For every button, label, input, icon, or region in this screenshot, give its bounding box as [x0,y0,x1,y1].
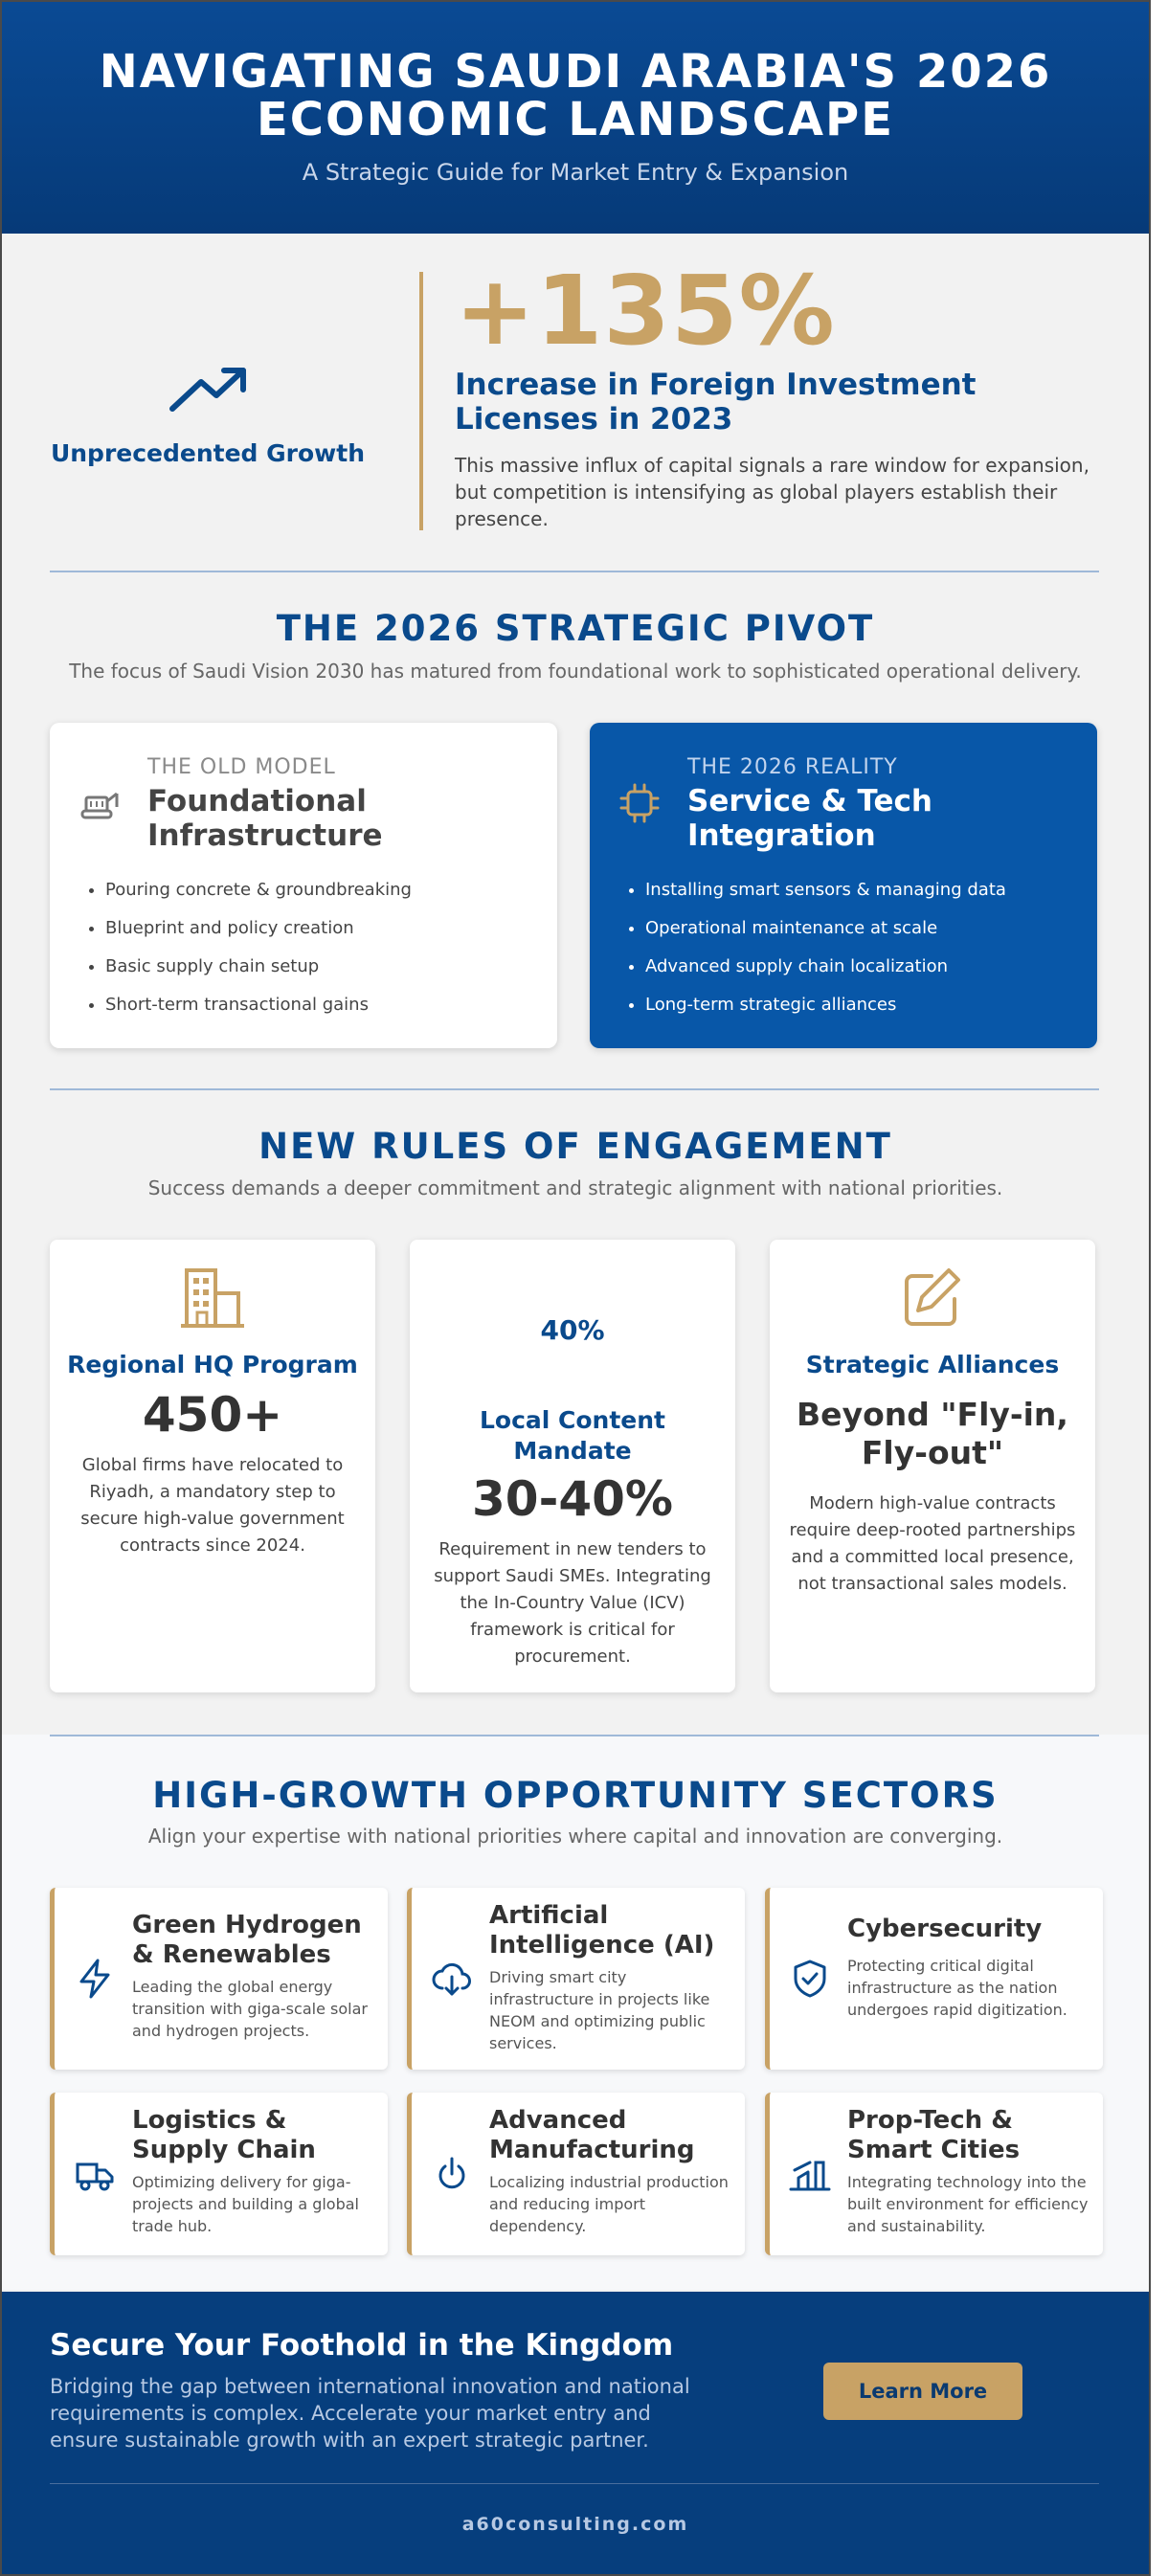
sector-description: Driving smart city infrastructure in pro… [489,1968,710,2052]
list-item: Blueprint and policy creation [105,909,412,948]
growth-left: Unprecedented Growth [50,363,366,467]
sector-title: Prop-Tech & Smart Cities [847,2106,1021,2164]
new-model-title: Service & Tech Integration [687,784,932,853]
sector-tile-ai: Artificial Intelligence (AI) Driving sma… [407,1888,745,2070]
city-icon [789,2161,831,2191]
sector-title: Artificial Intelligence (AI) [489,1901,715,1960]
rule-card-title: Local Content Mandate [479,1406,666,1465]
footer-heading: Secure Your Foothold in the Kingdom [50,2328,674,2363]
sector-description: Leading the global energy transition wit… [132,1978,368,2040]
rule-card-description: Global firms have relocated to Riyadh, a… [80,1455,345,1556]
list-item: Advanced supply chain localization [645,948,1006,986]
lightning-icon [79,1959,110,1999]
pivot-subtitle: The focus of Saudi Vision 2030 has matur… [69,660,1082,683]
old-model-card: THE OLD MODEL Foundational Infrastructur… [50,723,557,1048]
rules-title: NEW RULES OF ENGAGEMENT [258,1126,892,1167]
sector-tile-hydrogen: Green Hydrogen & Renewables Leading the … [50,1888,388,2070]
pivot-title: THE 2026 STRATEGIC PIVOT [276,608,875,649]
power-icon [438,2157,465,2189]
rules-subtitle: Success demands a deeper commitment and … [147,1176,1003,1199]
footer-website-link[interactable]: a60consulting.com [461,2514,689,2535]
page-title-line2: ECONOMIC LANDSCAPE [256,93,895,146]
rule-card-title: Regional HQ Program [67,1351,358,1378]
shield-check-icon [794,1960,826,1998]
growth-headline: Increase in Foreign Investment Licenses … [455,368,977,437]
new-model-kicker: THE 2026 REALITY [687,755,898,779]
cloud-download-icon [432,1962,471,1996]
excavator-icon [80,792,119,819]
page-title-line1: NAVIGATING SAUDI ARABIA'S 2026 [99,45,1052,99]
sector-description: Protecting critical digital infrastructu… [847,1957,1067,2019]
rule-card-stat: Beyond "Fly-in, Fly-out" [797,1396,1068,1471]
rule-card-description: Requirement in new tenders to support Sa… [434,1539,711,1667]
pencil-square-icon [905,1268,960,1326]
list-item: Installing smart sensors & managing data [645,871,1006,909]
sector-title: Cybersecurity [847,1915,1043,1943]
list-item: Short-term transactional gains [105,986,412,1024]
list-item: Pouring concrete & groundbreaking [105,871,412,909]
sector-tile-proptech: Prop-Tech & Smart Cities Integrating tec… [765,2093,1103,2255]
page-subtitle: A Strategic Guide for Market Entry & Exp… [302,159,849,186]
footer-cta: Secure Your Foothold in the Kingdom Brid… [2,2292,1149,2574]
rule-card-alliances: Strategic Alliances Beyond "Fly-in, Fly-… [770,1240,1095,1692]
sector-title: Advanced Manufacturing [489,2106,695,2164]
old-model-kicker: THE OLD MODEL [147,755,336,779]
sector-title: Green Hydrogen & Renewables [132,1911,362,1969]
list-item: Operational maintenance at scale [645,909,1006,948]
chip-icon [619,783,660,823]
page-title: NAVIGATING SAUDI ARABIA'S 2026 ECONOMIC … [2,2,1149,144]
rule-card-badge: 40% [540,1314,605,1346]
sectors-subtitle: Align your expertise with national prior… [147,1825,1003,1848]
sector-tile-cybersecurity: Cybersecurity Protecting critical digita… [765,1888,1103,2070]
divider [50,1088,1099,1090]
new-model-card: THE 2026 REALITY Service & Tech Integrat… [590,723,1097,1048]
rule-card-hq: Regional HQ Program 450+ Global firms ha… [50,1240,375,1692]
sector-tile-logistics: Logistics & Supply Chain Optimizing deli… [50,2093,388,2255]
rule-card-stat: 450+ [142,1387,283,1443]
footer-description: Bridging the gap between international i… [50,2375,690,2452]
truck-icon [76,2162,114,2191]
growth-label: Unprecedented Growth [50,439,366,467]
new-model-list: Installing smart sensors & managing data… [618,871,1006,1024]
list-item: Long-term strategic alliances [645,986,1006,1024]
trending-up-icon [169,368,246,412]
sector-description: Optimizing delivery for giga-projects an… [132,2173,359,2235]
building-icon [181,1268,244,1328]
header-banner: NAVIGATING SAUDI ARABIA'S 2026 ECONOMIC … [2,2,1149,234]
growth-section: Unprecedented Growth +135% Increase in F… [2,234,1149,559]
sector-description: Localizing industrial production and red… [489,2173,729,2235]
growth-description: This massive influx of capital signals a… [455,454,1089,530]
old-model-list: Pouring concrete & groundbreaking Bluepr… [79,871,412,1024]
sector-description: Integrating technology into the built en… [847,2173,1089,2235]
sector-tile-manufacturing: Advanced Manufacturing Localizing indust… [407,2093,745,2255]
rule-card-local-content: 40% Local Content Mandate 30-40% Require… [410,1240,735,1692]
rule-card-stat: 30-40% [471,1471,673,1527]
growth-divider [419,272,423,530]
rule-card-title: Strategic Alliances [805,1351,1060,1378]
list-item: Basic supply chain setup [105,948,412,986]
footer-divider [50,2483,1099,2484]
divider [50,571,1099,572]
sectors-section: HIGH-GROWTH OPPORTUNITY SECTORS Align yo… [2,1735,1149,2290]
growth-stat: +135% [455,255,836,367]
rule-card-description: Modern high-value contracts require deep… [789,1493,1076,1594]
sectors-title: HIGH-GROWTH OPPORTUNITY SECTORS [152,1775,999,1816]
learn-more-button[interactable]: Learn More [823,2363,1022,2420]
divider [50,1735,1099,1736]
sector-title: Logistics & Supply Chain [132,2106,316,2164]
old-model-title: Foundational Infrastructure [147,784,383,853]
